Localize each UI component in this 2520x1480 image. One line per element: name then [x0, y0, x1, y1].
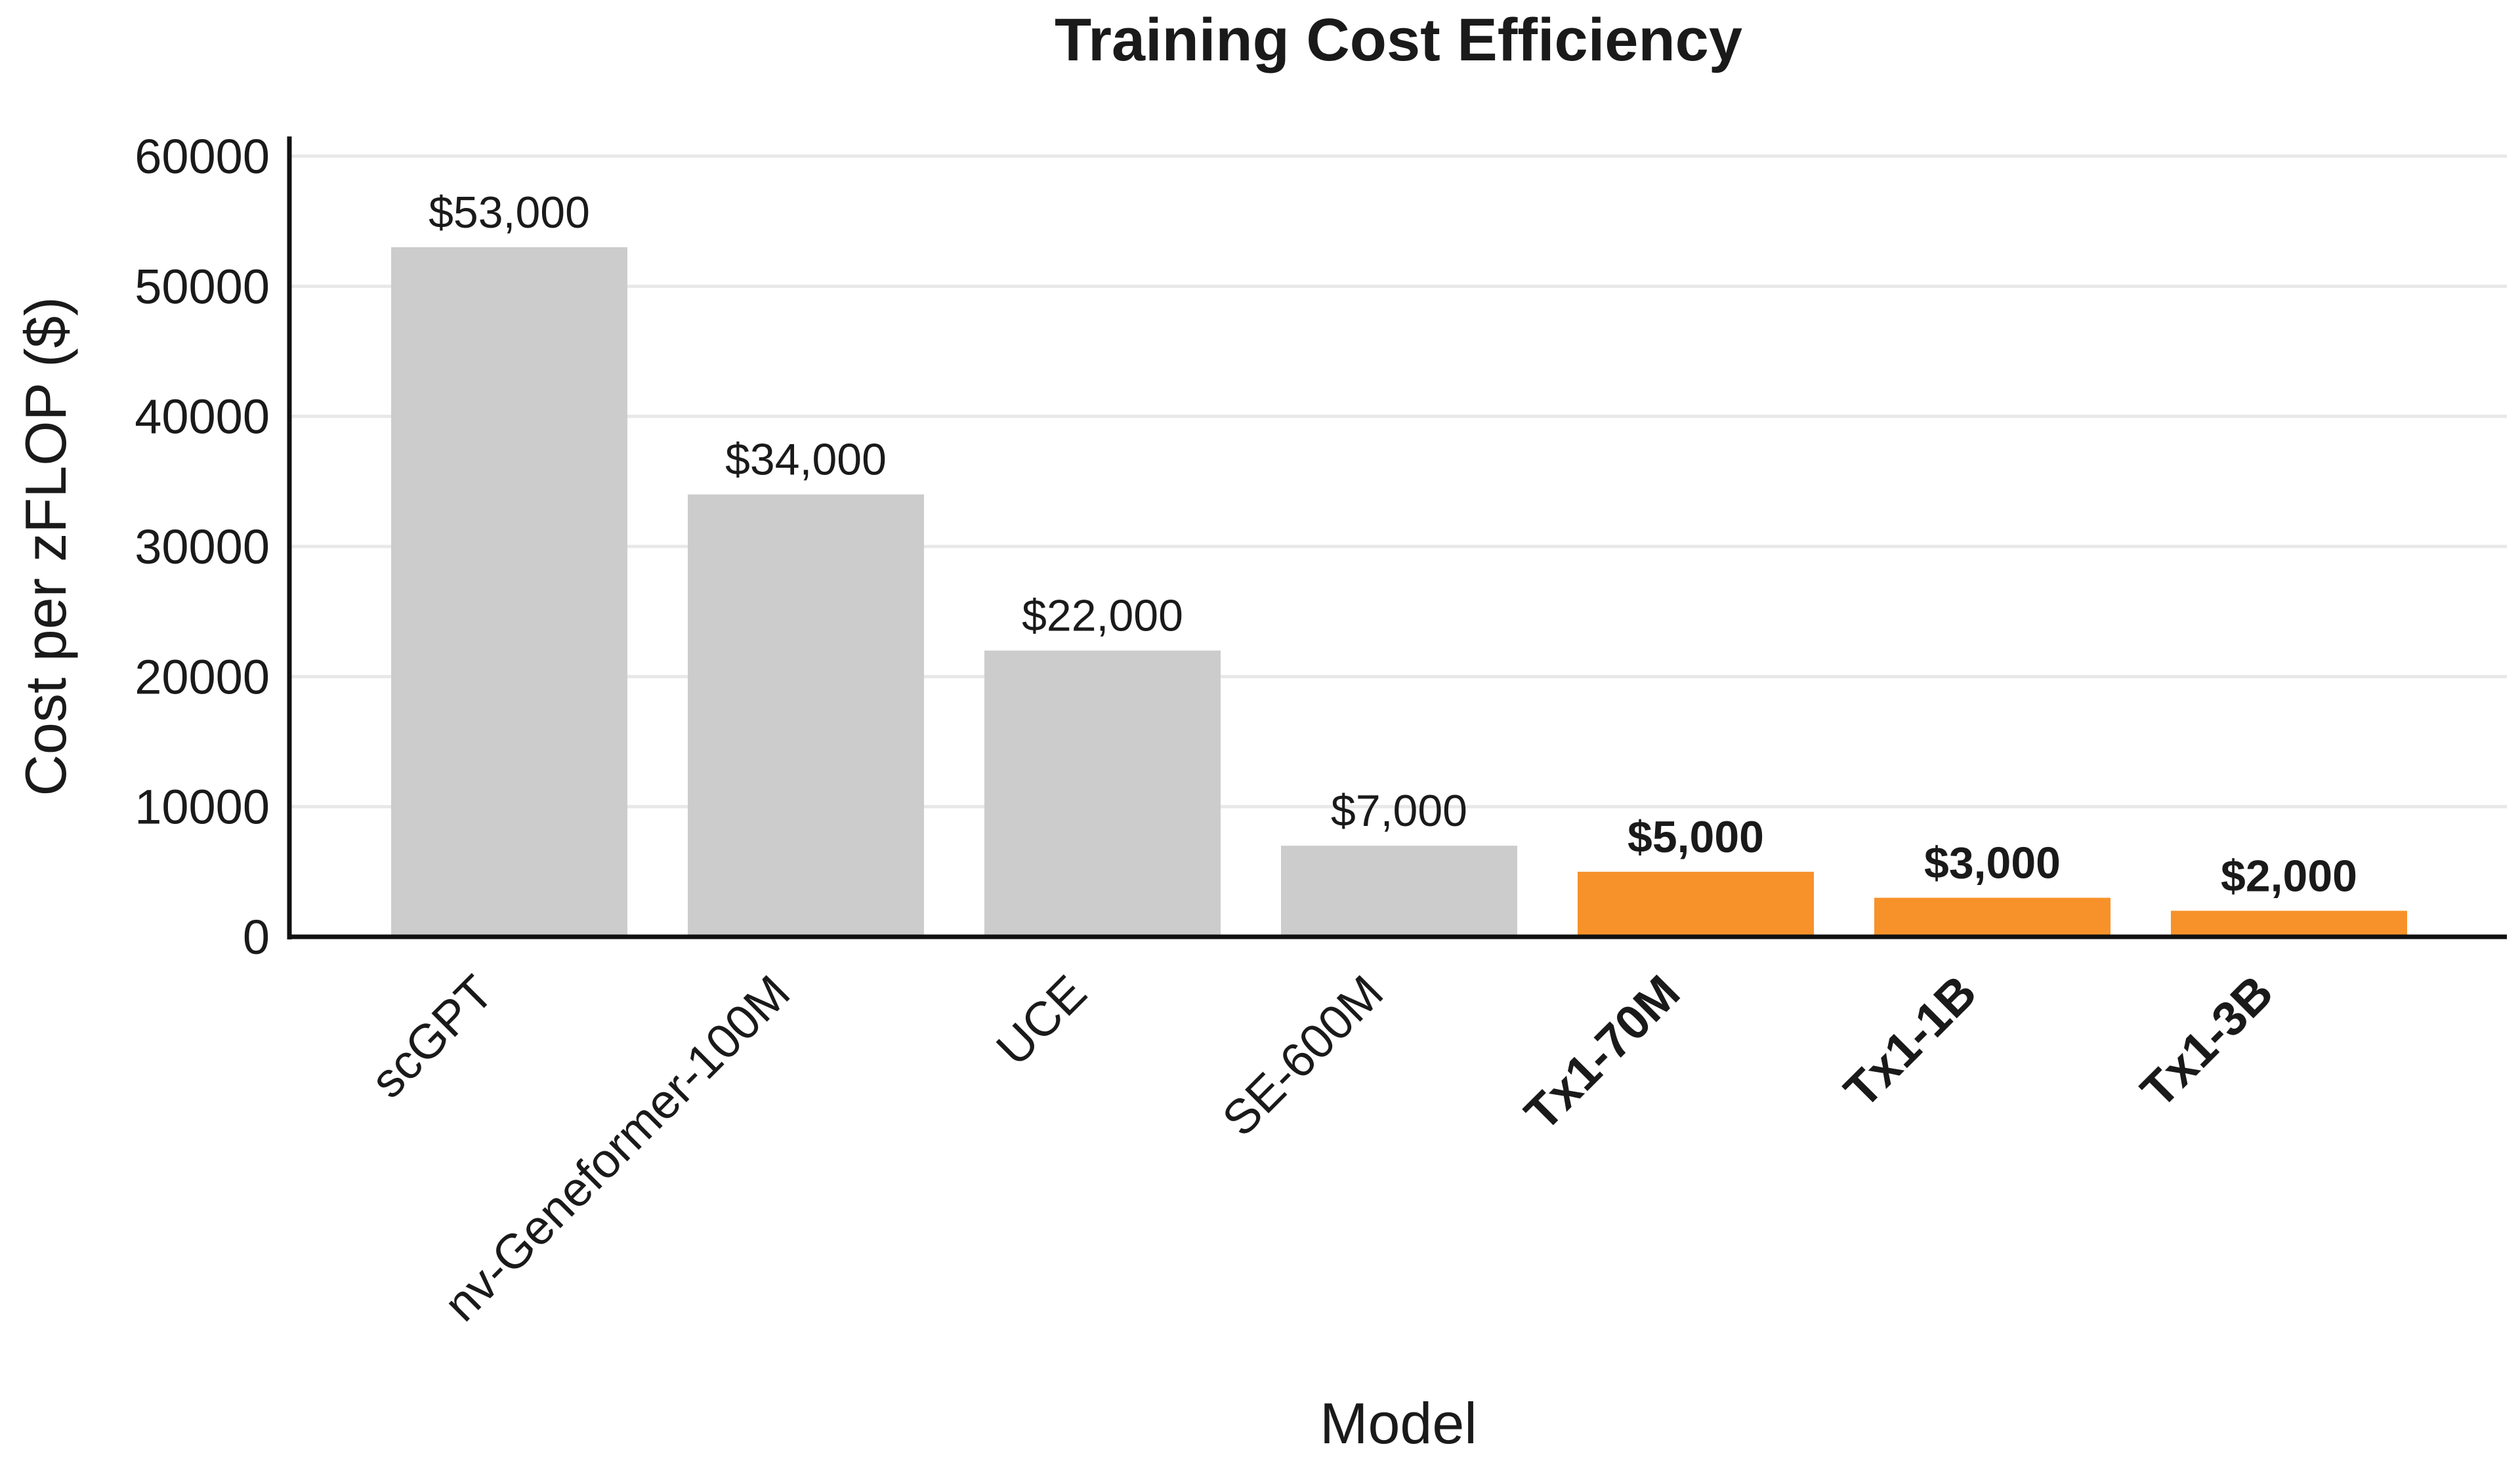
bar	[1281, 846, 1517, 937]
value-label: $22,000	[1022, 591, 1183, 641]
bar	[2171, 911, 2407, 937]
value-label: $53,000	[429, 188, 590, 237]
x-axis-label: Model	[1320, 1391, 1477, 1456]
value-label: $3,000	[1924, 838, 2061, 888]
y-tick-label: 60000	[135, 129, 270, 184]
x-tick-label: Tx1-70M	[1514, 965, 1690, 1141]
x-tick-label: scGPT	[360, 965, 504, 1109]
x-tick-label: Tx1-1B	[1834, 965, 1986, 1118]
y-axis-label: Cost per zFLOP ($)	[13, 297, 78, 796]
chart-title: Training Cost Efficiency	[1055, 7, 1742, 73]
bar	[688, 494, 924, 937]
y-tick-label: 50000	[135, 259, 270, 314]
bar	[984, 650, 1221, 937]
bar	[1874, 897, 2110, 937]
bar	[1578, 871, 1814, 937]
value-label: $2,000	[2221, 851, 2357, 901]
x-tick-label: nv-Geneformer-100M	[433, 965, 800, 1332]
y-tick-label: 30000	[135, 520, 270, 574]
value-label: $34,000	[725, 435, 887, 485]
x-tick-label: SE-600M	[1212, 965, 1394, 1147]
x-tick-label: UCE	[986, 965, 1097, 1076]
y-tick-label: 10000	[135, 780, 270, 834]
bar	[391, 247, 627, 937]
value-label: $5,000	[1628, 812, 1764, 862]
y-tick-label: 0	[243, 910, 270, 964]
y-tick-label: 20000	[135, 649, 270, 704]
x-tick-label: Tx1-3B	[2130, 965, 2283, 1118]
y-tick-label: 40000	[135, 390, 270, 444]
value-label: $7,000	[1331, 786, 1467, 836]
